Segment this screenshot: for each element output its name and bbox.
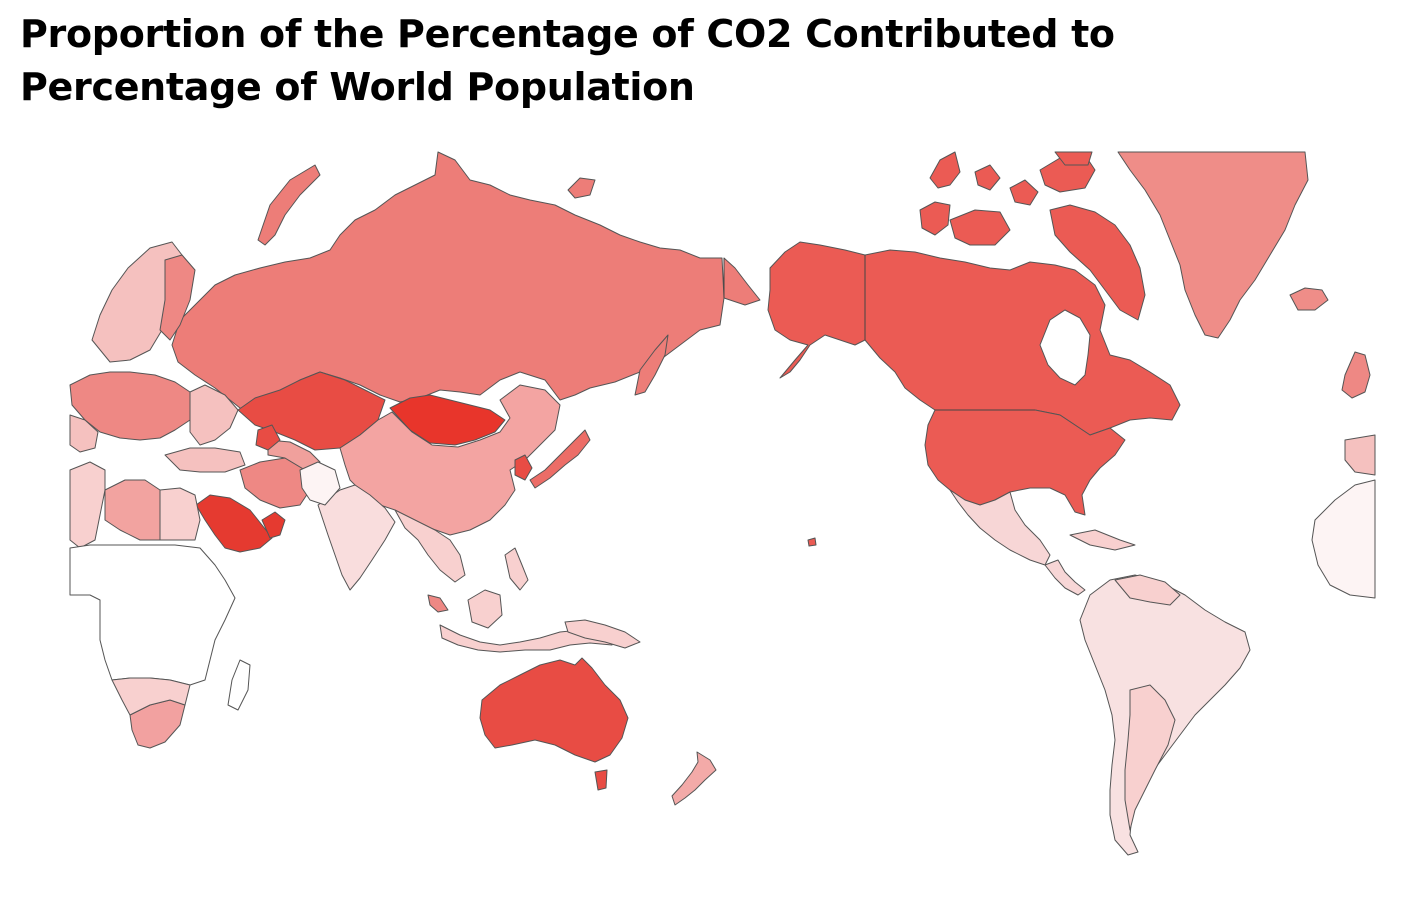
country-southern-africa[interactable] xyxy=(111,677,191,716)
country-pakistan-afghanistan[interactable] xyxy=(299,461,341,506)
country-iberia[interactable] xyxy=(69,414,99,453)
country-caucasus[interactable] xyxy=(255,424,281,451)
country-iceland[interactable] xyxy=(1289,287,1329,311)
country-borneo[interactable] xyxy=(467,589,503,629)
country-australia[interactable] xyxy=(479,657,629,763)
country-russia-kamchatka[interactable] xyxy=(634,334,669,396)
country-new-zealand[interactable] xyxy=(671,751,717,806)
country-mongolia[interactable] xyxy=(389,394,506,446)
country-central-america[interactable] xyxy=(1044,559,1086,596)
country-alaska[interactable] xyxy=(767,241,866,379)
country-mexico[interactable] xyxy=(949,489,1051,566)
country-caribbean[interactable] xyxy=(1069,529,1136,551)
country-europe-east[interactable] xyxy=(189,384,239,446)
country-venezuela-region[interactable] xyxy=(1114,574,1181,606)
country-uk-ireland[interactable] xyxy=(1341,351,1371,399)
country-greenland[interactable] xyxy=(1117,151,1309,339)
country-north-africa-west[interactable] xyxy=(69,461,106,549)
country-hawaii[interactable] xyxy=(807,537,817,547)
country-canada-arctic-5[interactable] xyxy=(1049,204,1146,321)
country-russia-islands-2[interactable] xyxy=(567,177,596,199)
country-saudi-arabia[interactable] xyxy=(195,494,273,553)
country-papua[interactable] xyxy=(564,619,641,649)
country-philippines[interactable] xyxy=(504,547,529,591)
country-india[interactable] xyxy=(317,484,396,591)
country-turkey[interactable] xyxy=(164,447,246,473)
country-libya[interactable] xyxy=(104,479,161,541)
country-korea[interactable] xyxy=(514,454,533,481)
country-africa-central[interactable] xyxy=(69,544,236,686)
country-finland[interactable] xyxy=(159,254,196,341)
country-russia-east[interactable] xyxy=(723,257,761,306)
hudson-bay xyxy=(1039,309,1091,386)
country-iran[interactable] xyxy=(239,457,311,509)
page-title: Proportion of the Percentage of CO2 Cont… xyxy=(20,12,1115,109)
country-canada-arctic-8[interactable] xyxy=(974,164,1001,191)
country-canada-arctic-3[interactable] xyxy=(949,209,1011,246)
country-southeast-asia[interactable] xyxy=(394,509,466,583)
country-canada[interactable] xyxy=(864,249,1181,436)
country-tasmania[interactable] xyxy=(594,769,608,791)
country-malaysia[interactable] xyxy=(427,594,449,613)
country-west-europe-right[interactable] xyxy=(1344,434,1376,476)
country-canada-arctic-7[interactable] xyxy=(1054,151,1093,166)
country-canada-arctic-1[interactable] xyxy=(929,151,961,189)
country-gulf-states[interactable] xyxy=(261,511,286,539)
country-canada-arctic-2[interactable] xyxy=(919,201,951,236)
country-usa[interactable] xyxy=(924,409,1126,516)
country-argentina-chile[interactable] xyxy=(1124,684,1176,831)
country-japan[interactable] xyxy=(529,429,591,489)
country-madagascar[interactable] xyxy=(227,659,251,711)
country-russia-islands[interactable] xyxy=(257,164,321,246)
country-canada-arctic-6[interactable] xyxy=(1009,179,1039,206)
country-egypt[interactable] xyxy=(159,487,201,541)
country-west-africa-right[interactable] xyxy=(1311,479,1376,599)
